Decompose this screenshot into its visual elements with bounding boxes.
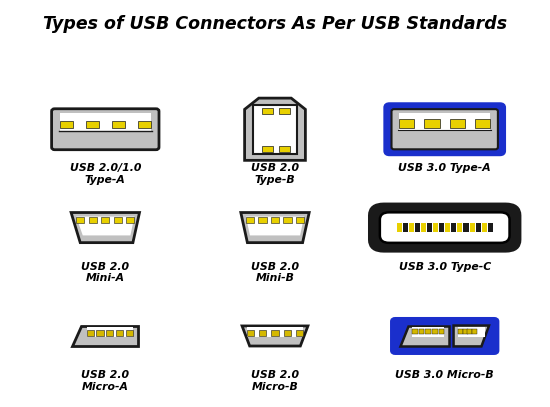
- Bar: [476, 223, 481, 232]
- Bar: [450, 119, 465, 128]
- Polygon shape: [71, 212, 140, 243]
- Bar: [106, 330, 113, 336]
- Bar: [445, 223, 450, 232]
- Bar: [412, 329, 417, 334]
- Polygon shape: [247, 327, 303, 337]
- Bar: [60, 121, 73, 128]
- Bar: [470, 223, 475, 232]
- Text: USB 2.0
Type-B: USB 2.0 Type-B: [251, 163, 299, 185]
- Bar: [86, 121, 99, 128]
- Polygon shape: [73, 326, 138, 346]
- Bar: [96, 330, 103, 336]
- Bar: [60, 114, 151, 131]
- Bar: [296, 330, 303, 336]
- Text: USB 3.0 Type-A: USB 3.0 Type-A: [398, 163, 491, 173]
- Polygon shape: [76, 217, 134, 235]
- Bar: [76, 217, 84, 223]
- Bar: [296, 217, 304, 223]
- Bar: [439, 329, 444, 334]
- Bar: [278, 108, 290, 114]
- Bar: [258, 217, 267, 223]
- Bar: [112, 121, 125, 128]
- Bar: [475, 119, 490, 128]
- Bar: [271, 217, 279, 223]
- Bar: [432, 329, 438, 334]
- Text: USB 2.0
Micro-A: USB 2.0 Micro-A: [81, 370, 129, 392]
- Bar: [409, 223, 414, 232]
- Bar: [101, 217, 109, 223]
- Bar: [246, 217, 254, 223]
- Bar: [283, 217, 292, 223]
- Bar: [458, 223, 463, 232]
- Bar: [464, 223, 469, 232]
- Bar: [86, 330, 94, 336]
- Bar: [425, 119, 439, 128]
- Bar: [262, 146, 273, 152]
- Bar: [247, 330, 254, 336]
- Bar: [415, 223, 420, 232]
- Bar: [126, 217, 134, 223]
- Text: USB 2.0
Micro-B: USB 2.0 Micro-B: [251, 370, 299, 392]
- Bar: [463, 329, 468, 334]
- FancyBboxPatch shape: [380, 212, 509, 243]
- Text: USB 2.0
Mini-B: USB 2.0 Mini-B: [251, 262, 299, 283]
- FancyBboxPatch shape: [52, 109, 159, 150]
- Polygon shape: [241, 212, 309, 243]
- Bar: [427, 223, 432, 232]
- Bar: [138, 121, 151, 128]
- Bar: [452, 223, 456, 232]
- Bar: [439, 223, 444, 232]
- Bar: [482, 223, 487, 232]
- FancyBboxPatch shape: [392, 109, 498, 149]
- Bar: [488, 223, 493, 232]
- Polygon shape: [412, 327, 444, 337]
- Polygon shape: [454, 326, 489, 346]
- Text: USB 2.0
Mini-A: USB 2.0 Mini-A: [81, 262, 129, 283]
- Bar: [272, 330, 278, 336]
- Bar: [458, 329, 463, 334]
- Bar: [399, 113, 490, 130]
- Bar: [399, 119, 414, 128]
- FancyBboxPatch shape: [386, 104, 504, 154]
- Bar: [278, 146, 290, 152]
- Bar: [252, 105, 298, 154]
- Polygon shape: [86, 327, 133, 337]
- Bar: [397, 223, 402, 232]
- Bar: [468, 329, 472, 334]
- Text: Types of USB Connectors As Per USB Standards: Types of USB Connectors As Per USB Stand…: [43, 15, 507, 33]
- Bar: [114, 217, 122, 223]
- Bar: [433, 223, 438, 232]
- Text: USB 2.0/1.0
Type-A: USB 2.0/1.0 Type-A: [69, 163, 141, 185]
- Bar: [426, 329, 431, 334]
- Text: USB 3.0 Micro-B: USB 3.0 Micro-B: [395, 370, 494, 380]
- FancyBboxPatch shape: [392, 319, 498, 353]
- Bar: [284, 330, 291, 336]
- Polygon shape: [242, 326, 308, 346]
- Bar: [126, 330, 133, 336]
- Bar: [89, 217, 97, 223]
- Polygon shape: [245, 98, 305, 160]
- FancyBboxPatch shape: [370, 204, 520, 251]
- Text: USB 3.0 Type-C: USB 3.0 Type-C: [399, 262, 491, 272]
- Polygon shape: [400, 326, 448, 346]
- Bar: [421, 223, 426, 232]
- Polygon shape: [246, 217, 304, 235]
- Bar: [472, 329, 477, 334]
- Bar: [403, 223, 408, 232]
- Bar: [259, 330, 266, 336]
- Polygon shape: [458, 327, 485, 337]
- Bar: [262, 108, 273, 114]
- Bar: [116, 330, 123, 336]
- Bar: [419, 329, 424, 334]
